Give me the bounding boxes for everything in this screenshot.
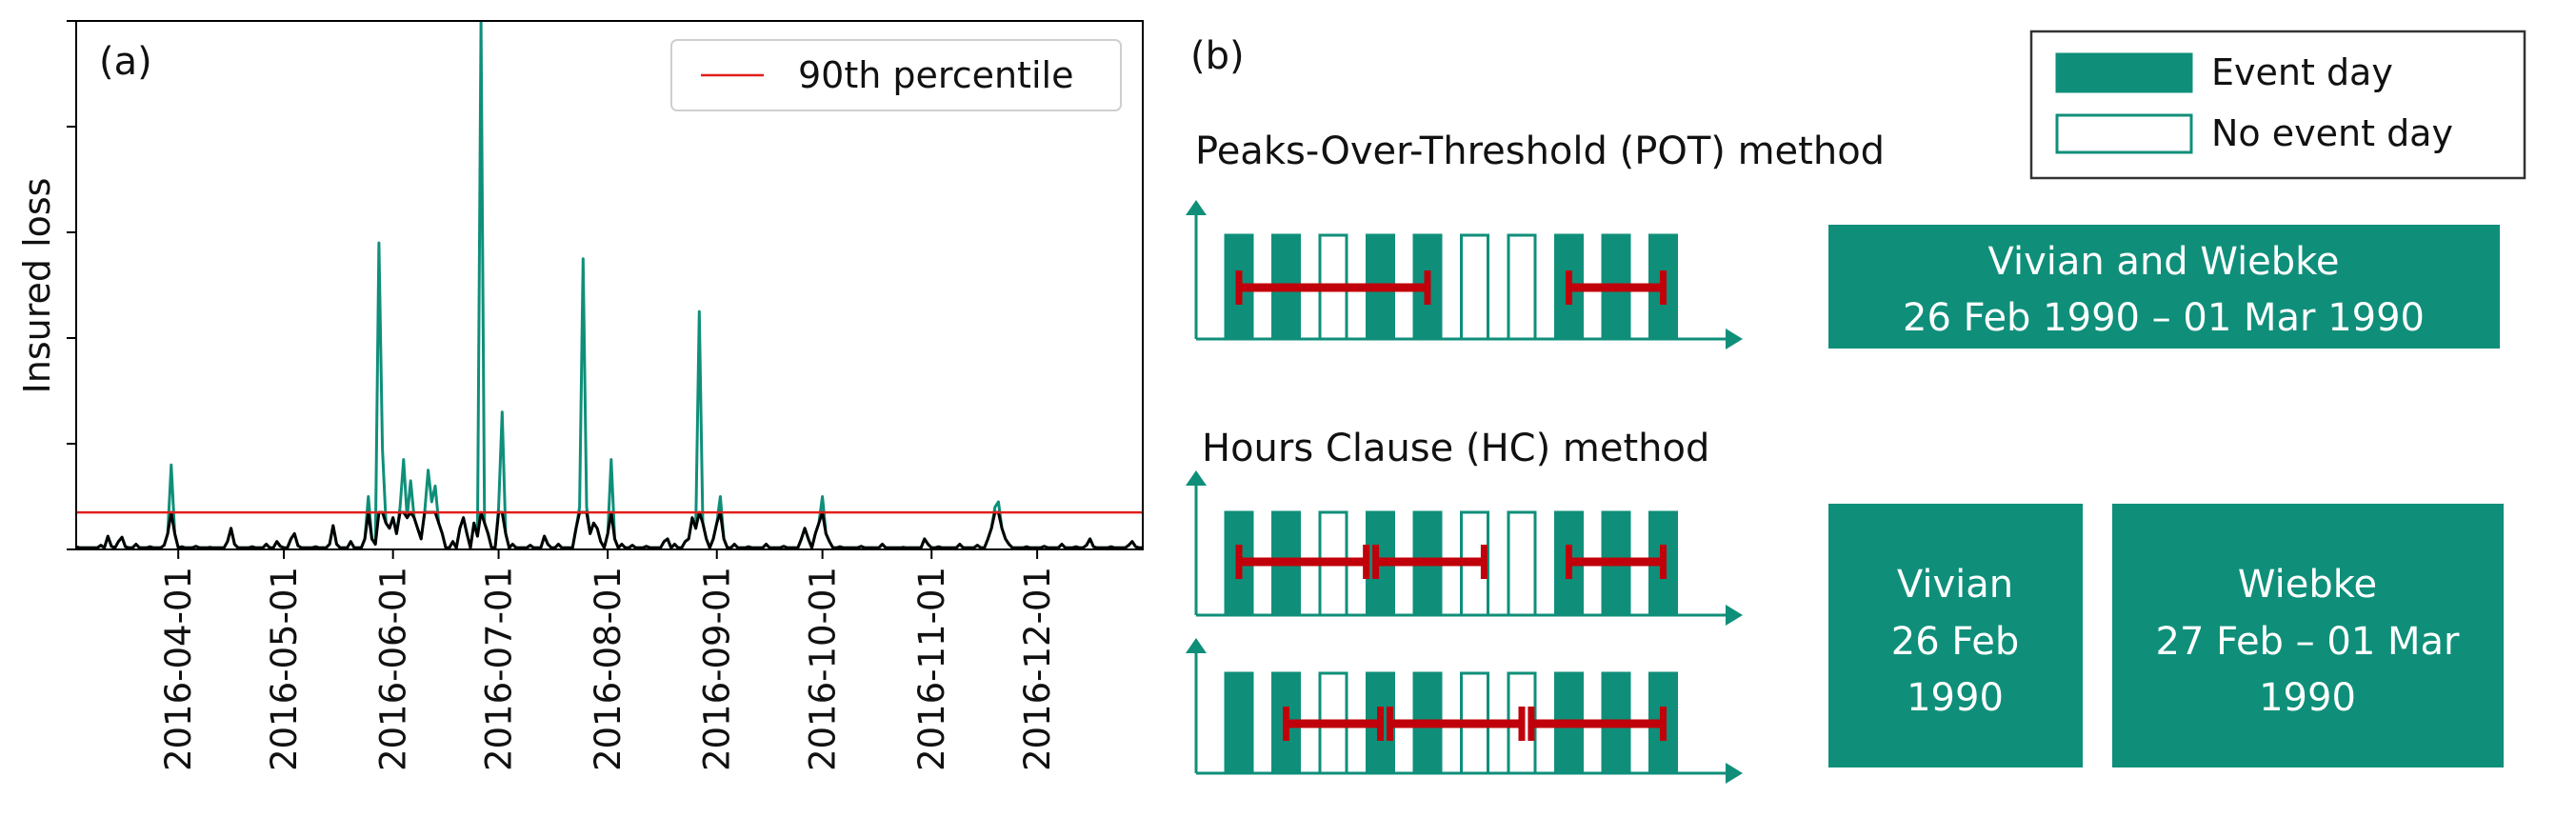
event-legend: Event day No event day bbox=[2029, 30, 2526, 180]
x-tick-label: 2016-10-01 bbox=[803, 567, 844, 771]
hc-wiebke-line1: Wiebke bbox=[2238, 563, 2377, 607]
pot-method-title: Peaks-Over-Threshold (POT) method bbox=[1195, 130, 1885, 173]
x-tick-label: 2016-08-01 bbox=[588, 567, 629, 771]
panel-a-label: (a) bbox=[99, 40, 152, 84]
row-x-arrow bbox=[1726, 605, 1743, 626]
hc-vivian-line2: 26 Feb bbox=[1891, 620, 2019, 664]
hc-vivian-line3: 1990 bbox=[1907, 676, 2004, 720]
no-event-day-swatch bbox=[2055, 113, 2193, 154]
y-axis-label: Insured loss bbox=[16, 178, 58, 394]
hc-result-box-vivian: Vivian 26 Feb 1990 bbox=[1828, 504, 2083, 767]
legend-box bbox=[670, 39, 1122, 111]
y-ticks bbox=[67, 20, 76, 550]
x-tick-label: 2016-05-01 bbox=[264, 567, 305, 771]
no-event-day-box bbox=[1460, 233, 1489, 341]
hc-result-rect-vivian bbox=[1828, 504, 2083, 767]
x-tick-label: 2016-12-01 bbox=[1017, 567, 1058, 771]
hc-result-box-wiebke: Wiebke 27 Feb – 01 Mar 1990 bbox=[2112, 504, 2504, 767]
row-x-arrow bbox=[1726, 763, 1743, 784]
row-x-arrow bbox=[1726, 329, 1743, 349]
legend: 90th percentile bbox=[670, 39, 1122, 111]
x-tick-label: 2016-11-01 bbox=[911, 567, 952, 771]
hc-result-rect-wiebke bbox=[2112, 504, 2504, 767]
x-tick-label: 2016-07-01 bbox=[479, 567, 520, 771]
panel-b: (b) Event day No event day Peaks-Over-Th… bbox=[1186, 30, 2526, 784]
pot-result-rect bbox=[1828, 225, 2500, 349]
row-y-arrow bbox=[1186, 470, 1207, 486]
hc-method-title: Hours Clause (HC) method bbox=[1202, 427, 1709, 470]
legend-label: 90th percentile bbox=[798, 54, 1073, 96]
no-event-day-box bbox=[1507, 510, 1537, 617]
panel-a: 2016-04-01 2016-05-01 2016-06-01 2016-07-01… bbox=[16, 20, 1144, 771]
hc-wiebke-line2: 27 Feb – 01 Mar bbox=[2156, 620, 2461, 664]
day-row bbox=[1186, 638, 1743, 784]
loss-below-threshold-line bbox=[76, 510, 1143, 549]
x-ticks: 2016-04-01 2016-05-01 2016-06-01 2016-07-01… bbox=[158, 549, 1058, 771]
hc-vivian-line1: Vivian bbox=[1897, 563, 2013, 607]
pot-result-box: Vivian and Wiebke 26 Feb 1990 – 01 Mar 1… bbox=[1828, 225, 2500, 349]
row-y-arrow bbox=[1186, 200, 1207, 215]
event-day-swatch bbox=[2055, 52, 2193, 93]
no-event-day-box bbox=[1507, 233, 1537, 341]
row-y-arrow bbox=[1186, 638, 1207, 653]
x-tick-label: 2016-04-01 bbox=[158, 567, 199, 771]
x-tick-label: 2016-06-01 bbox=[373, 567, 414, 771]
day-row bbox=[1186, 200, 1743, 349]
day-row bbox=[1186, 470, 1743, 626]
event-day-box bbox=[1224, 233, 1254, 341]
hc-wiebke-line3: 1990 bbox=[2259, 676, 2356, 720]
panel-b-label: (b) bbox=[1190, 34, 1245, 78]
pot-result-line1: Vivian and Wiebke bbox=[1987, 240, 2339, 284]
day-rows bbox=[1186, 200, 1743, 784]
plot-frame bbox=[75, 20, 1144, 550]
no-event-day-label: No event day bbox=[2211, 112, 2453, 154]
pot-result-line2: 26 Feb 1990 – 01 Mar 1990 bbox=[1903, 296, 2425, 340]
event-day-box bbox=[1224, 671, 1254, 775]
x-tick-label: 2016-09-01 bbox=[697, 567, 738, 771]
event-day-label: Event day bbox=[2211, 51, 2393, 93]
